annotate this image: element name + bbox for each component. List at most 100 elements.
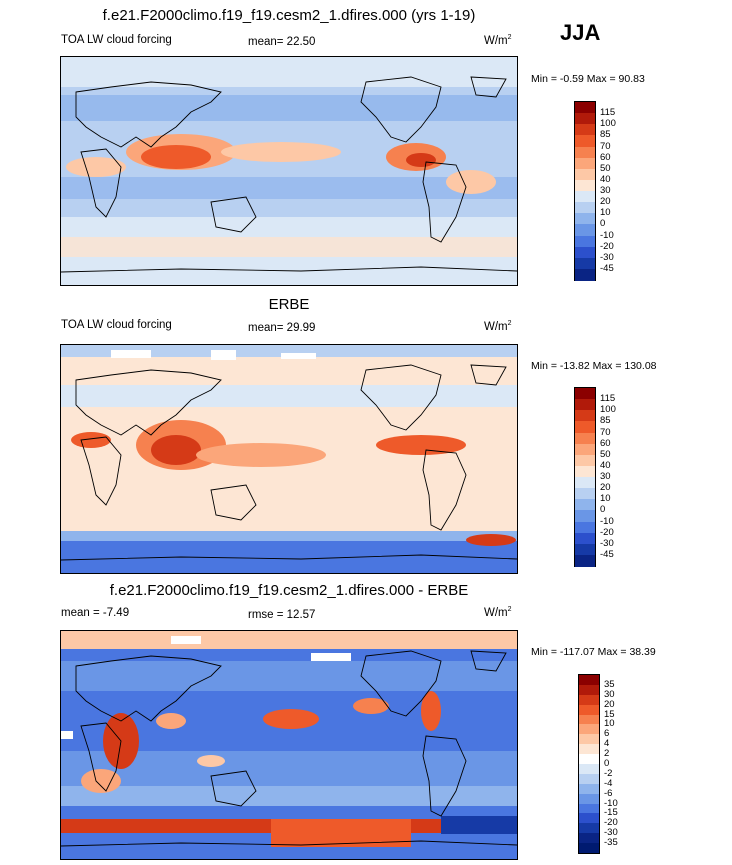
colorbar-segment — [575, 488, 595, 500]
colorbar-segment — [575, 179, 595, 192]
colorbar-tick-label: -30 — [604, 827, 618, 839]
colorbar-segment — [579, 734, 599, 745]
colorbar-tick-label: 30 — [600, 185, 611, 196]
panel-model-map-svg — [61, 57, 517, 285]
colorbar-segment — [575, 410, 595, 422]
colorbar-segment — [575, 477, 595, 489]
panel-obs-variable-label: TOA LW cloud forcing — [61, 319, 172, 331]
colorbar-segment — [575, 168, 595, 181]
colorbar-segment — [575, 246, 595, 259]
colorbar-segment — [579, 823, 599, 834]
panel-diff-units: W/m2 — [484, 606, 512, 619]
colorbar-segment — [575, 388, 595, 400]
colorbar-tick-label: -20 — [600, 526, 614, 538]
colorbar-segment — [575, 554, 595, 567]
colorbar-segment — [575, 213, 595, 225]
colorbar-segment — [575, 202, 595, 214]
colorbar-tick-label: -45 — [600, 262, 614, 274]
panel-model-title: f.e21.F2000climo.f19_f19.cesm2_1.dfires.… — [102, 7, 476, 24]
colorbar-tick-label: -30 — [600, 537, 614, 549]
panel-diff-rmse: rmse = 12.57 — [248, 609, 316, 621]
colorbar-tick-label: -35 — [604, 837, 618, 849]
panel-obs-map-svg — [61, 345, 517, 573]
colorbar-tick-label: 50 — [600, 448, 611, 460]
colorbar-segment — [579, 843, 599, 854]
colorbar-segment — [579, 724, 599, 735]
colorbar-tick-label: 20 — [604, 698, 615, 710]
colorbar-segment — [579, 744, 599, 755]
colorbar-tick-label: 10 — [604, 718, 615, 730]
colorbar-segment — [575, 432, 595, 445]
colorbar-segment — [575, 224, 595, 236]
colorbar-segment — [575, 268, 595, 281]
colorbar-tick-label: 4 — [604, 738, 610, 750]
colorbar-segment — [579, 704, 599, 716]
colorbar-segment — [579, 694, 599, 706]
colorbar-segment — [575, 443, 595, 456]
colorbar-tick-label: 10 — [600, 207, 611, 219]
colorbar-segment — [579, 783, 599, 795]
panel-obs-map — [60, 344, 518, 574]
colorbar-tick-label: -2 — [604, 767, 613, 779]
colorbar-segment — [579, 813, 599, 824]
colorbar-segment — [575, 191, 595, 203]
colorbar-tick-label: -20 — [604, 817, 618, 829]
panel-obs-colorbar — [574, 387, 596, 567]
colorbar-tick-label: 70 — [600, 426, 611, 438]
colorbar-tick-label: -10 — [604, 797, 618, 809]
colorbar-segment — [579, 675, 599, 686]
colorbar-tick-label: 40 — [600, 173, 611, 185]
colorbar-tick-label: 70 — [600, 140, 611, 152]
panel-diff-mean: mean = -7.49 — [61, 607, 130, 619]
panel-model-colorbar — [574, 101, 596, 281]
panel-model-minmax: Min = -0.59 Max = 90.83 — [531, 73, 645, 85]
colorbar-tick-label: 15 — [604, 708, 615, 720]
colorbar-tick-label: -10 — [600, 515, 614, 527]
colorbar-tick-label: 40 — [600, 459, 611, 471]
panel-diff-title: f.e21.F2000climo.f19_f19.cesm2_1.dfires.… — [109, 582, 469, 599]
colorbar-segment — [575, 399, 595, 411]
panel-obs-title: ERBE — [268, 296, 310, 313]
colorbar-tick-label: 0 — [600, 218, 606, 230]
panel-model-mean: mean= 22.50 — [248, 36, 316, 48]
colorbar-tick-label: -10 — [600, 229, 614, 241]
colorbar-segment — [575, 465, 595, 478]
panel-diff-colorbar — [578, 674, 600, 854]
colorbar-tick-label: 100 — [600, 118, 616, 130]
colorbar-tick-label: -6 — [604, 787, 613, 799]
colorbar-segment — [579, 764, 599, 775]
colorbar-segment — [575, 510, 595, 522]
panel-diff-map — [60, 630, 518, 860]
colorbar-segment — [575, 124, 595, 136]
panel-model-variable-label: TOA LW cloud forcing — [61, 34, 172, 46]
colorbar-tick-label: 10 — [600, 493, 611, 505]
colorbar-tick-label: 20 — [600, 196, 611, 208]
colorbar-tick-label: 115 — [600, 107, 616, 119]
colorbar-segment — [579, 833, 599, 844]
colorbar-tick-label: 30 — [604, 688, 615, 700]
colorbar-segment — [575, 257, 595, 270]
colorbar-tick-label: -4 — [604, 777, 613, 789]
colorbar-segment — [579, 793, 599, 805]
panel-obs-minmax: Min = -13.82 Max = 130.08 — [531, 360, 657, 372]
colorbar-tick-label: -45 — [600, 548, 614, 560]
colorbar-segment — [575, 499, 595, 511]
colorbar-tick-label: 85 — [600, 415, 611, 427]
panel-obs-units: W/m2 — [484, 320, 512, 333]
panel-model-units: W/m2 — [484, 34, 512, 47]
colorbar-segment — [575, 157, 595, 170]
panel-diff-minmax: Min = -117.07 Max = 38.39 — [531, 646, 656, 658]
colorbar-segment — [579, 803, 599, 814]
colorbar-tick-label: 0 — [604, 758, 610, 769]
colorbar-tick-label: -20 — [600, 240, 614, 252]
colorbar-tick-label: 60 — [600, 437, 611, 449]
colorbar-tick-label: -15 — [604, 807, 618, 819]
colorbar-segment — [579, 754, 599, 765]
colorbar-tick-label: 115 — [600, 393, 616, 405]
colorbar-segment — [575, 454, 595, 467]
colorbar-tick-label: 0 — [600, 504, 606, 516]
panel-diff-map-svg — [61, 631, 517, 859]
colorbar-segment — [575, 102, 595, 114]
panel-model-map — [60, 56, 518, 286]
colorbar-segment — [575, 135, 595, 147]
